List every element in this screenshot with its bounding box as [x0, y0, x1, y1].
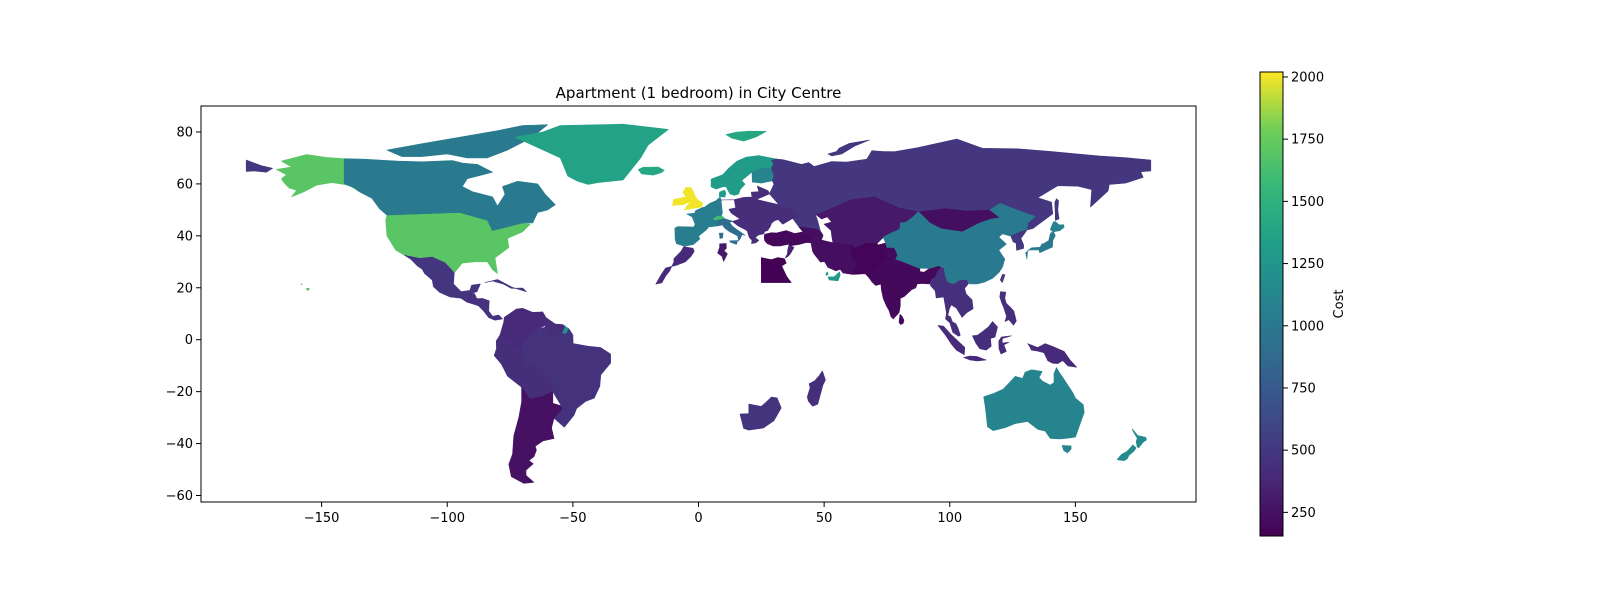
- region-greece: [748, 231, 765, 244]
- colorbar-tick-label: 1000: [1291, 319, 1324, 334]
- chart-title: Apartment (1 bedroom) in City Centre: [556, 84, 842, 102]
- region-china: [882, 203, 1036, 286]
- region-central-america: [466, 293, 503, 321]
- regions-layer: [245, 123, 1152, 484]
- region-sicily: [729, 240, 739, 245]
- region-sardinia: [718, 232, 724, 239]
- y-tick-label: 0: [185, 333, 193, 348]
- region-cyprus-middle-east: [784, 245, 795, 259]
- region-sulawesi: [998, 335, 1012, 355]
- region-morocco: [655, 246, 695, 285]
- region-new-zealand-south: [1116, 444, 1137, 462]
- region-tunisia: [717, 243, 728, 262]
- colorbar-tick-label: 250: [1291, 506, 1316, 521]
- region-brazil: [522, 326, 611, 428]
- y-tick-label: 80: [176, 125, 193, 140]
- region-italy: [716, 218, 746, 242]
- region-svalbard: [725, 130, 767, 142]
- region-tasmania: [1061, 445, 1072, 454]
- region-new-guinea: [1027, 343, 1077, 368]
- region-japan: [1025, 231, 1056, 260]
- x-tick-label: −150: [304, 511, 340, 526]
- colorbar-tick-label: 1250: [1291, 257, 1324, 272]
- region-sakhalin: [1054, 198, 1060, 221]
- region-korea: [1010, 229, 1028, 251]
- y-tick-label: 60: [176, 177, 193, 192]
- y-tick-label: −40: [166, 437, 193, 452]
- region-iceland: [637, 166, 665, 176]
- region-denmark: [718, 189, 727, 198]
- x-axis: −150 −100 −50 0 50 100 150: [304, 502, 1088, 526]
- region-canada: [343, 158, 556, 231]
- region-hawaii: [305, 287, 310, 291]
- region-argentina-chile: [508, 386, 562, 484]
- x-tick-label: 150: [1063, 511, 1088, 526]
- region-egypt: [760, 257, 792, 283]
- colorbar-ticks: 250 500 750 1000 1250 1500 1750 2000: [1283, 70, 1324, 521]
- region-iran-caucasus: [798, 226, 859, 275]
- region-madagascar: [806, 370, 826, 407]
- y-tick-label: −20: [166, 385, 193, 400]
- region-hokkaido: [1050, 221, 1065, 233]
- colorbar-label: Cost: [1332, 290, 1347, 319]
- x-tick-label: 100: [937, 511, 962, 526]
- region-novaya-zemlya: [827, 139, 870, 157]
- region-qatar: [825, 271, 829, 276]
- region-turkey: [763, 230, 812, 247]
- region-java: [963, 355, 987, 362]
- x-tick-label: 50: [816, 511, 833, 526]
- region-sumatra-java: [937, 325, 966, 356]
- colorbar-tick-label: 500: [1291, 444, 1316, 459]
- x-tick-label: −50: [559, 511, 586, 526]
- region-greenland: [514, 123, 669, 185]
- colorbar-tick-label: 2000: [1291, 70, 1324, 85]
- region-borneo: [972, 321, 998, 351]
- x-tick-label: −100: [429, 511, 465, 526]
- region-central-eastern-europe: [720, 185, 800, 238]
- region-taiwan: [999, 273, 1006, 283]
- y-tick-label: 20: [176, 281, 193, 296]
- region-south-africa: [739, 396, 782, 431]
- colorbar-tick-label: 1750: [1291, 133, 1324, 148]
- y-tick-label: −60: [166, 489, 193, 504]
- colorbar-tick-label: 1500: [1291, 195, 1324, 210]
- region-chukotka: [245, 159, 273, 173]
- region-hawaii-west: [300, 283, 303, 286]
- x-tick-label: 0: [694, 511, 702, 526]
- region-canadian-islands: [386, 124, 549, 159]
- colorbar-tick-label: 750: [1291, 381, 1316, 396]
- region-uk-ireland: [672, 187, 704, 211]
- y-tick-label: 40: [176, 229, 193, 244]
- region-southeast-asia: [929, 267, 974, 337]
- region-new-zealand-north: [1131, 428, 1147, 449]
- region-uae: [827, 271, 841, 282]
- region-sri-lanka: [898, 313, 905, 325]
- y-axis: −60 −40 −20 0 20 40 60 80: [166, 125, 201, 504]
- region-australia: [983, 367, 1085, 440]
- colorbar: [1259, 71, 1284, 537]
- region-philippines: [999, 291, 1017, 326]
- region-caribbean: [484, 279, 527, 293]
